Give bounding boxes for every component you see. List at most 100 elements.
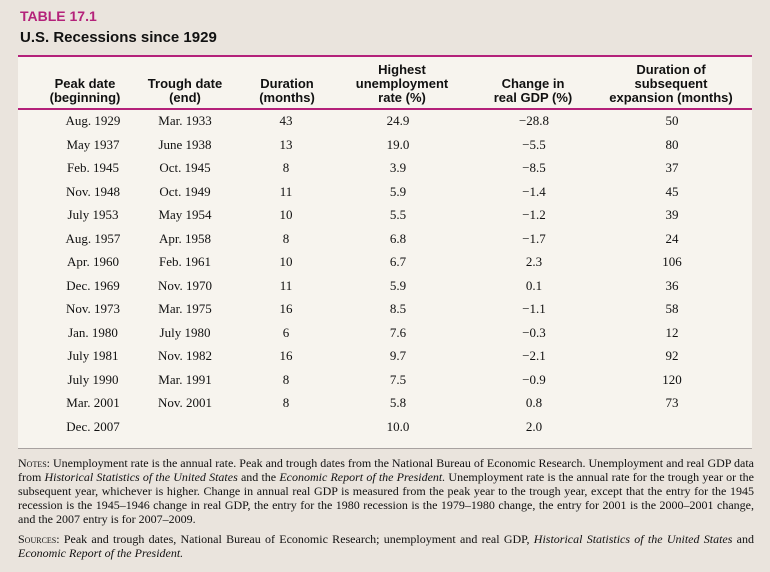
- sources-label: Sources:: [18, 532, 60, 546]
- cell-duration: 8: [282, 371, 290, 387]
- table-row: Feb. 1945 Oct. 1945 8 3.9 −8.5 37: [18, 157, 752, 181]
- cell-unemployment-rate: 8.5: [389, 301, 407, 316]
- cell-peak-date: May 1937: [66, 136, 120, 152]
- table-row: Dec. 1969 Nov. 1970 11 5.9 0.1 36: [18, 275, 752, 299]
- table-row: July 1981 Nov. 1982 16 9.7 −2.1 92: [18, 345, 752, 369]
- cell-trough-date: Oct. 1949: [159, 183, 211, 199]
- cell-expansion: 50: [665, 113, 679, 128]
- cell-gdp-change: −5.5: [522, 136, 546, 152]
- table-row: July 1953 May 1954 10 5.5 −1.2 39: [18, 204, 752, 228]
- cell-duration: 16: [279, 301, 293, 316]
- cell-trough-date: June 1938: [158, 136, 212, 152]
- cell-peak-date: July 1990: [67, 371, 119, 387]
- cell-duration: 13: [279, 136, 293, 152]
- cell-unemployment-rate: 10.0: [386, 418, 410, 434]
- cell-expansion: 39: [665, 207, 679, 222]
- cell-duration: 8: [282, 160, 290, 175]
- cell-peak-date: Feb. 1945: [67, 160, 119, 175]
- table-row: Nov. 1948 Oct. 1949 11 5.9 −1.4 45: [18, 181, 752, 205]
- cell-gdp-change: −0.9: [522, 371, 546, 387]
- table-row: Apr. 1960 Feb. 1961 10 6.7 2.3 106: [18, 251, 752, 275]
- sources-text-2: and: [732, 532, 755, 546]
- cell-expansion: 12: [665, 324, 679, 340]
- cell-gdp-change: 2.0: [525, 418, 543, 434]
- column-header-gdp-change: Change in real GDP (%): [493, 76, 573, 105]
- cell-gdp-change: −8.5: [522, 160, 546, 175]
- header-rule: [18, 108, 752, 110]
- table-row: Jan. 1980 July 1980 6 7.6 −0.3 12: [18, 322, 752, 346]
- notes-text-2: and the: [237, 470, 280, 484]
- notes-text-3: Unemployment rate is the annual rate for…: [18, 470, 754, 526]
- cell-unemployment-rate: 5.9: [389, 277, 407, 293]
- cell-gdp-change: −1.4: [522, 183, 546, 199]
- table-row: Aug. 1957 Apr. 1958 8 6.8 −1.7 24: [18, 228, 752, 252]
- table-row: Nov. 1973 Mar. 1975 16 8.5 −1.1 58: [18, 298, 752, 322]
- cell-expansion: 58: [665, 301, 679, 316]
- column-header-peak-date: Peak date (beginning): [49, 76, 121, 105]
- sources-source-2: Economic Report of the President.: [18, 546, 184, 560]
- notes-source-2: Economic Report of the President.: [279, 470, 446, 484]
- cell-trough-date: Nov. 1970: [157, 277, 213, 293]
- cell-peak-date: Mar. 2001: [66, 395, 120, 410]
- bottom-rule: [18, 448, 752, 449]
- cell-duration: 16: [279, 348, 293, 363]
- notes-paragraph: Notes: Unemployment rate is the annual r…: [18, 456, 754, 526]
- table-row: May 1937 June 1938 13 19.0 −5.5 80: [18, 134, 752, 158]
- cell-trough-date: Nov. 1982: [157, 348, 213, 363]
- cell-expansion: 73: [665, 395, 679, 410]
- cell-gdp-change: −0.3: [522, 324, 546, 340]
- cell-expansion: 36: [665, 277, 679, 293]
- table-panel: [18, 55, 752, 449]
- cell-unemployment-rate: 5.9: [389, 183, 407, 199]
- cell-peak-date: Nov. 1948: [65, 183, 121, 199]
- cell-expansion: 24: [665, 230, 679, 246]
- cell-gdp-change: 2.3: [525, 254, 543, 269]
- cell-peak-date: Apr. 1960: [67, 254, 119, 269]
- notes-text-1: Unemployment rate is the annual rate. Pe…: [18, 456, 754, 484]
- cell-expansion: 92: [665, 348, 679, 363]
- table-row: Dec. 2007 10.0 2.0: [18, 416, 752, 440]
- cell-duration: 10: [279, 207, 293, 222]
- sources-source-1: Historical Statistics of the United Stat…: [533, 532, 733, 546]
- cell-duration: 10: [279, 254, 293, 269]
- cell-gdp-change: −28.8: [518, 113, 550, 128]
- cell-gdp-change: 0.8: [525, 395, 543, 410]
- cell-unemployment-rate: 7.5: [389, 371, 407, 387]
- cell-unemployment-rate: 3.9: [389, 160, 407, 175]
- sources-text-1: Peak and trough dates, National Bureau o…: [59, 532, 534, 546]
- cell-unemployment-rate: 19.0: [386, 136, 410, 152]
- cell-trough-date: Feb. 1961: [159, 254, 211, 269]
- cell-peak-date: Aug. 1957: [65, 230, 121, 246]
- cell-gdp-change: −1.7: [522, 230, 546, 246]
- top-rule: [18, 55, 752, 57]
- cell-peak-date: Jan. 1980: [68, 324, 118, 340]
- cell-expansion: 45: [665, 183, 679, 199]
- cell-unemployment-rate: 6.7: [389, 254, 407, 269]
- cell-unemployment-rate: 24.9: [386, 113, 410, 128]
- column-header-duration: Duration (months): [259, 76, 315, 105]
- cell-trough-date: May 1954: [158, 207, 212, 222]
- table-notes: Notes: Unemployment rate is the annual r…: [18, 456, 754, 566]
- sources-paragraph: Sources: Peak and trough dates, National…: [18, 532, 754, 560]
- table-row: Aug. 1929 Mar. 1933 43 24.9 −28.8 50: [18, 110, 752, 134]
- cell-gdp-change: −1.2: [522, 207, 546, 222]
- cell-expansion: 120: [662, 371, 682, 387]
- cell-peak-date: Dec. 1969: [66, 277, 120, 293]
- cell-peak-date: Aug. 1929: [65, 113, 121, 128]
- table-label: TABLE 17.1: [20, 8, 97, 24]
- notes-source-1: Historical Statistics of the United Stat…: [44, 470, 238, 484]
- cell-duration: 43: [279, 113, 293, 128]
- cell-trough-date: Mar. 1975: [158, 301, 212, 316]
- cell-unemployment-rate: 7.6: [389, 324, 407, 340]
- cell-trough-date: Oct. 1945: [159, 160, 211, 175]
- column-header-trough-date: Trough date (end): [147, 76, 223, 105]
- cell-duration: 8: [282, 395, 290, 410]
- cell-expansion: 106: [662, 254, 682, 269]
- cell-duration: 11: [279, 277, 293, 293]
- cell-trough-date: Mar. 1933: [158, 113, 212, 128]
- cell-unemployment-rate: 5.5: [389, 207, 407, 222]
- cell-gdp-change: −1.1: [522, 301, 546, 316]
- cell-trough-date: July 1980: [159, 324, 211, 340]
- column-header-expansion: Duration of subsequent expansion (months…: [609, 62, 733, 105]
- table-row: Mar. 2001 Nov. 2001 8 5.8 0.8 73: [18, 392, 752, 416]
